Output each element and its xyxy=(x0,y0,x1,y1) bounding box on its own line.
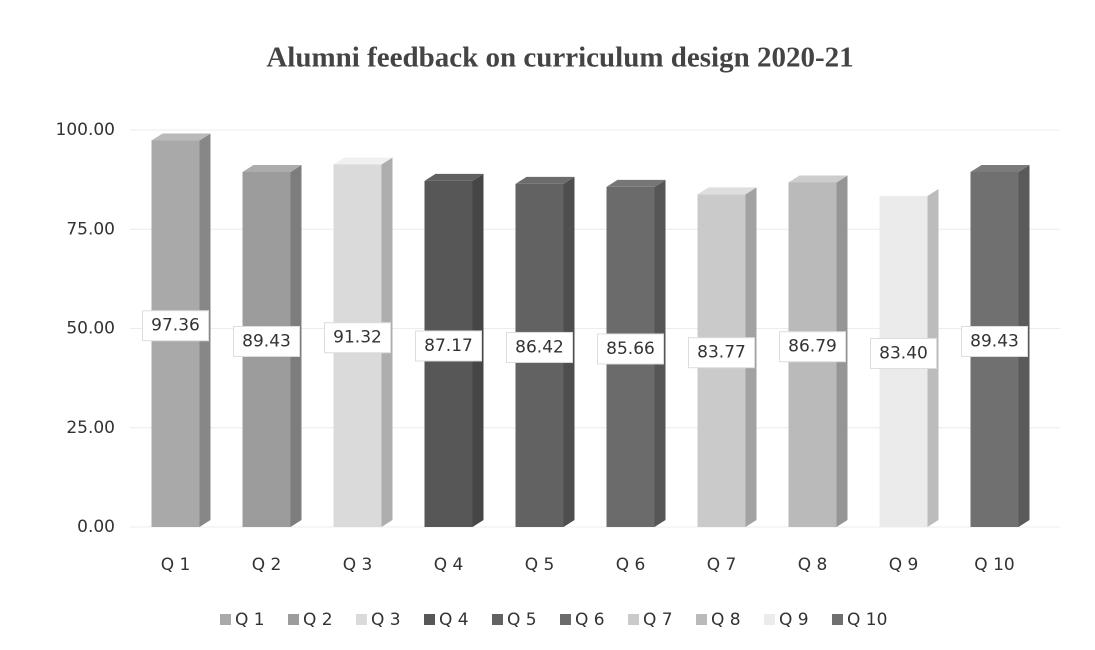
value-label-box xyxy=(870,337,937,369)
bar-top xyxy=(606,179,666,187)
x-tick-label: Q 8 xyxy=(798,555,828,575)
legend-label: Q 8 xyxy=(711,610,741,630)
value-label: 86.79 xyxy=(788,337,837,357)
y-tick-label: 25.00 xyxy=(66,418,115,438)
value-label: 83.77 xyxy=(697,343,746,363)
value-label-box xyxy=(779,331,846,363)
value-label-box xyxy=(961,325,1028,357)
legend-swatch xyxy=(696,614,707,625)
x-tick-label: Q 1 xyxy=(161,555,191,575)
x-tick-label: Q 6 xyxy=(616,555,646,575)
bar-top xyxy=(333,157,393,165)
legend-swatch xyxy=(628,614,639,625)
value-label: 85.66 xyxy=(606,339,655,359)
legend-label: Q 7 xyxy=(643,610,673,630)
x-tick-label: Q 4 xyxy=(434,555,464,575)
legend-label: Q 4 xyxy=(439,610,469,630)
value-label: 87.17 xyxy=(424,336,473,356)
value-label: 89.43 xyxy=(242,331,291,351)
value-label-box xyxy=(506,331,573,363)
legend-label: Q 9 xyxy=(779,610,809,630)
bar-top xyxy=(151,133,211,141)
value-label-box xyxy=(688,337,755,369)
bar-top xyxy=(515,176,575,184)
value-label: 83.40 xyxy=(879,343,928,363)
legend-swatch xyxy=(764,614,775,625)
y-tick-label: 75.00 xyxy=(66,219,115,239)
chart-title: Alumni feedback on curriculum design 202… xyxy=(266,42,853,74)
x-tick-label: Q 9 xyxy=(889,555,919,575)
x-tick-label: Q 5 xyxy=(525,555,555,575)
x-tick-label: Q 2 xyxy=(252,555,282,575)
y-tick-label: 100.00 xyxy=(56,120,115,140)
x-tick-label: Q 10 xyxy=(974,555,1014,575)
legend-label: Q 6 xyxy=(575,610,605,630)
value-label: 97.36 xyxy=(151,316,200,336)
legend-swatch xyxy=(832,614,843,625)
legend-swatch xyxy=(220,614,231,625)
bar-top xyxy=(424,173,484,181)
x-tick-label: Q 3 xyxy=(343,555,373,575)
legend-swatch xyxy=(424,614,435,625)
bar-top xyxy=(242,164,302,172)
bar-top xyxy=(697,187,757,195)
legend-label: Q 1 xyxy=(235,610,265,630)
value-label-box xyxy=(415,330,482,362)
bar-top xyxy=(970,164,1030,172)
value-label: 86.42 xyxy=(515,337,564,357)
value-label-box xyxy=(324,322,391,354)
legend-swatch xyxy=(356,614,367,625)
y-tick-label: 50.00 xyxy=(66,319,115,339)
legend-label: Q 5 xyxy=(507,610,537,630)
value-label-box xyxy=(233,325,300,357)
value-label-box xyxy=(142,310,209,342)
legend-label: Q 3 xyxy=(371,610,401,630)
bar-top xyxy=(788,175,848,183)
bar-top xyxy=(879,188,939,196)
legend-swatch xyxy=(492,614,503,625)
y-tick-label: 0.00 xyxy=(77,517,115,537)
value-label-box xyxy=(597,333,664,365)
x-tick-label: Q 7 xyxy=(707,555,737,575)
value-label: 89.43 xyxy=(970,331,1019,351)
value-label: 91.32 xyxy=(333,328,382,348)
legend-label: Q 10 xyxy=(847,610,887,630)
legend-swatch xyxy=(288,614,299,625)
legend-swatch xyxy=(560,614,571,625)
legend-label: Q 2 xyxy=(303,610,333,630)
